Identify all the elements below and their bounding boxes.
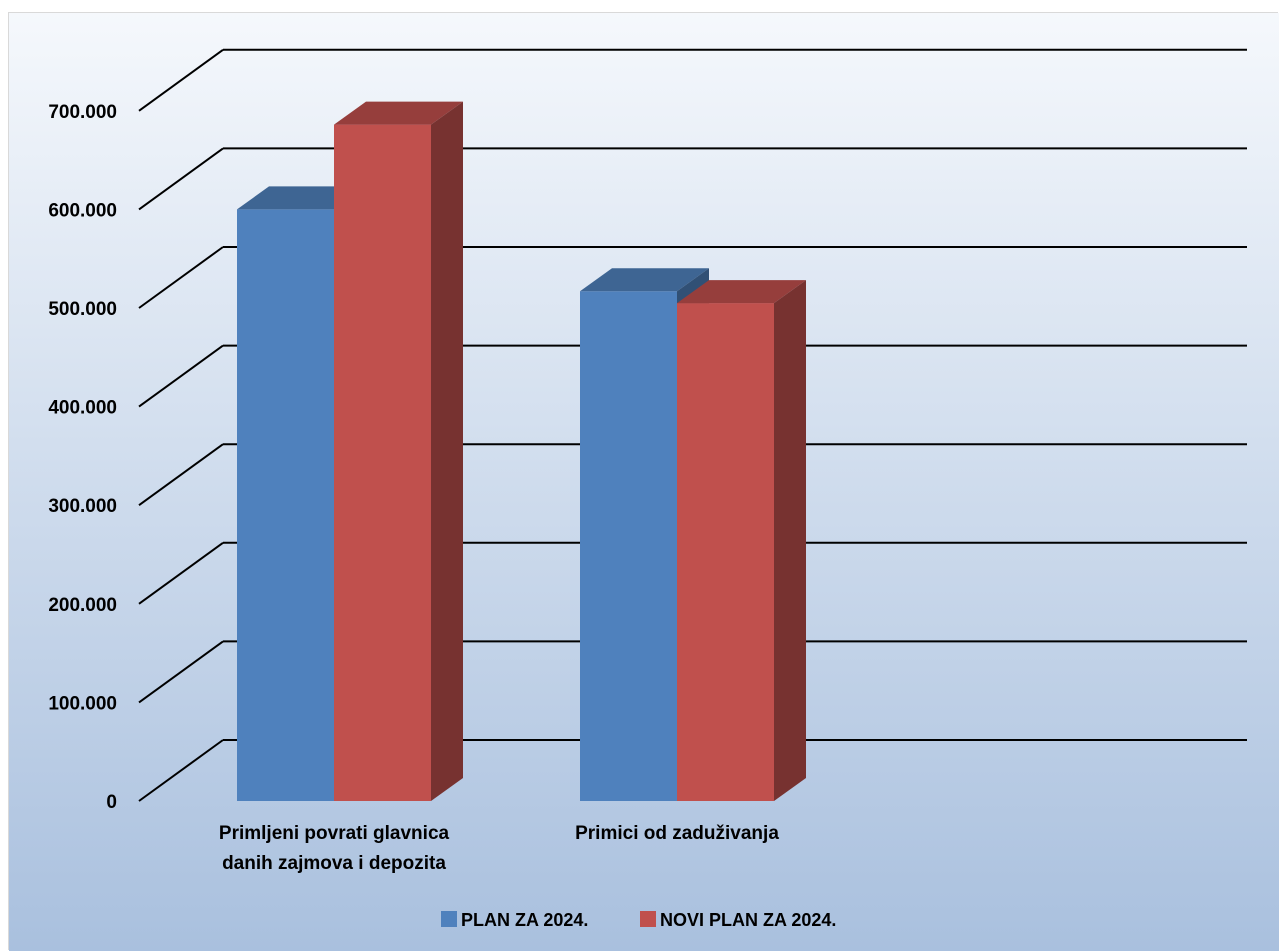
- x-category-label: Primici od zaduživanja: [575, 823, 779, 844]
- y-tick-label: 100.000: [48, 693, 117, 714]
- bar-novi-plan: [334, 101, 463, 801]
- y-axis-ticks: 0 100.000 200.000 300.000 400.000 500.000 600.…: [48, 102, 117, 813]
- y-tick-label: 600.000: [48, 200, 117, 221]
- x-category-label: danih zajmova i depozita: [222, 853, 446, 874]
- chart-area: 0 100.000 200.000 300.000 400.000 500.000 600.…: [8, 12, 1279, 951]
- legend: PLAN ZA 2024. NOVI PLAN ZA 2024.: [441, 910, 836, 930]
- x-category-label: Primljeni povrati glavnica: [219, 823, 450, 844]
- y-tick-label: 200.000: [48, 595, 117, 616]
- legend-label: NOVI PLAN ZA 2024.: [660, 910, 836, 930]
- bars: [237, 101, 806, 801]
- legend-swatch: [441, 911, 457, 927]
- y-tick-label: 0: [106, 792, 117, 813]
- y-tick-label: 700.000: [48, 102, 117, 123]
- bar-chart: 0 100.000 200.000 300.000 400.000 500.000 600.…: [9, 13, 1279, 951]
- legend-label: PLAN ZA 2024.: [461, 910, 588, 930]
- y-tick-label: 300.000: [48, 496, 117, 517]
- gridline: [138, 48, 1247, 112]
- x-axis-categories: Primljeni povrati glavnica danih zajmova …: [219, 823, 779, 874]
- y-tick-label: 500.000: [48, 299, 117, 320]
- legend-entry: NOVI PLAN ZA 2024.: [640, 910, 836, 930]
- y-tick-label: 400.000: [48, 398, 117, 419]
- legend-entry: PLAN ZA 2024.: [441, 910, 588, 930]
- legend-swatch: [640, 911, 656, 927]
- bar-novi-plan: [677, 280, 806, 801]
